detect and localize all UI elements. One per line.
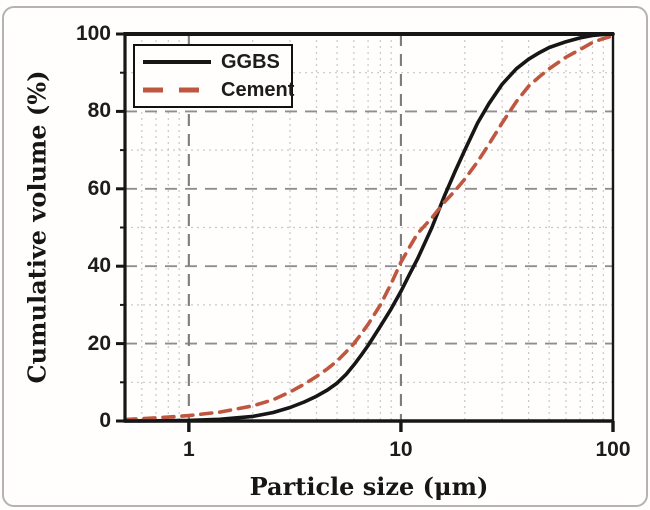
y-tick-label-80: 80 [87, 99, 111, 123]
legend-label-cement: Cement [221, 78, 295, 101]
axis-ticks [116, 32, 615, 432]
y-tick-label-40: 40 [87, 254, 111, 278]
y-tick-label-60: 60 [87, 176, 111, 200]
y-tick-label-20: 20 [87, 331, 111, 355]
x-tick-label-100: 100 [595, 438, 631, 461]
x-tick-label-1: 1 [182, 438, 195, 461]
ggbs-curve [123, 32, 615, 423]
y-tick-label-100: 100 [75, 22, 111, 45]
x-tick-label-10: 10 [389, 438, 413, 461]
ggbs-line-sample-icon [143, 60, 211, 65]
cement-curve [123, 34, 615, 422]
data-curves [123, 32, 615, 423]
x-axis-title: Particle size (μm) [249, 472, 489, 501]
legend-label-ggbs: GGBS [221, 51, 280, 74]
y-tick-label-0: 0 [99, 409, 111, 432]
cement-dashed-line-sample-icon [143, 87, 211, 93]
legend-item-ggbs: GGBS [141, 49, 285, 75]
y-axis-title: Cumulative volume (%) [22, 70, 52, 384]
legend-box: GGBS Cement [133, 44, 294, 108]
legend-item-cement: Cement [141, 77, 294, 103]
minor-gridlines [125, 34, 613, 421]
